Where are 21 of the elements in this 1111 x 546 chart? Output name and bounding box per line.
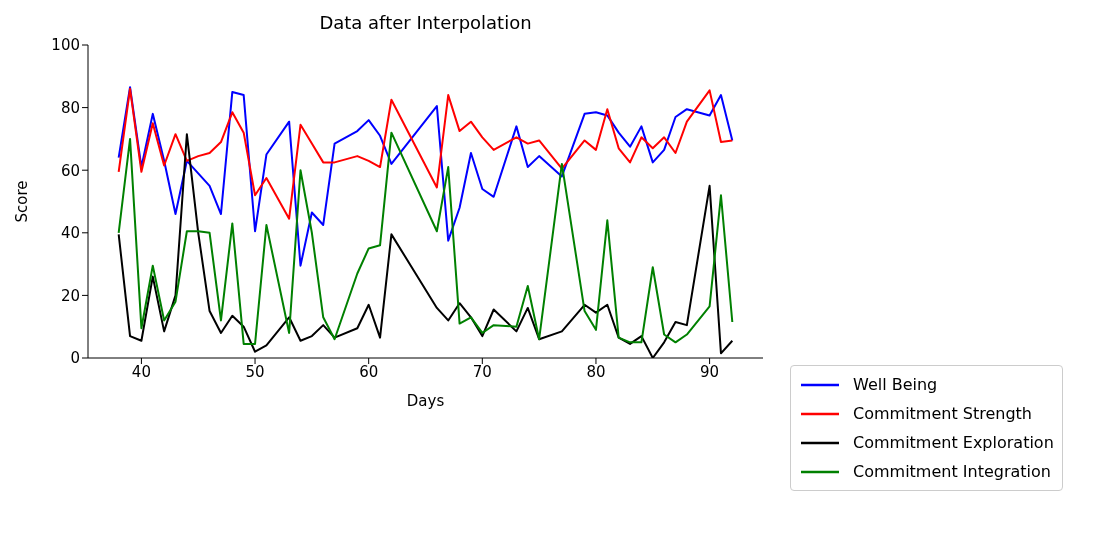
x-tick-label: 70 [472,362,492,381]
legend-label: Commitment Strength [853,403,1032,425]
line-series [117,87,734,220]
y-tick-label: 0 [70,349,80,368]
y-tick-label: 80 [60,98,80,117]
x-tick-label: 40 [131,362,151,381]
y-tick-label: 100 [51,36,80,55]
y-tick-label: 20 [60,286,80,305]
legend-label: Commitment Integration [853,461,1051,483]
x-tick-label: 60 [359,362,379,381]
x-axis-title: Days [406,392,445,410]
y-axis-title: Score [13,180,32,223]
y-tick-label: 60 [60,161,80,180]
x-tick-label: 90 [700,362,720,381]
x-tick-label: 80 [586,362,606,381]
line-series [117,86,734,267]
x-tick-label: 50 [245,362,265,381]
legend-label: Well Being [853,374,938,396]
legend-label: Commitment Exploration [853,432,1054,454]
chart-title: Data after Interpolation [318,12,533,33]
y-tick-label: 40 [60,224,80,243]
